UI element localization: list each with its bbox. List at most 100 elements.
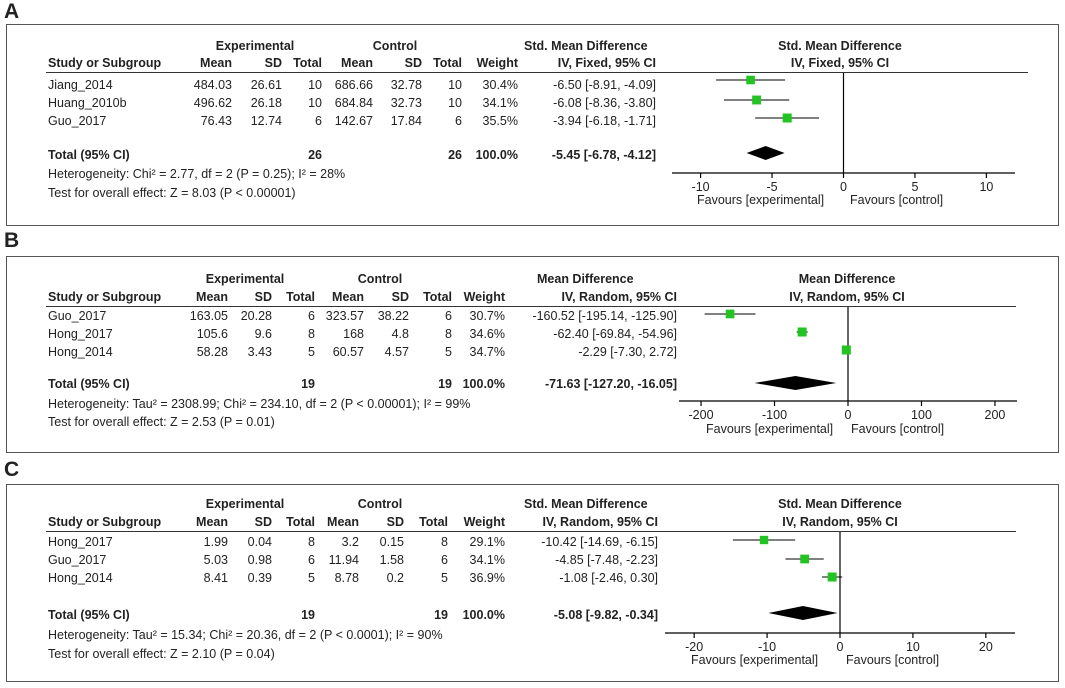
x-tick-label: 10: [906, 640, 920, 654]
col-exp-mean: Mean: [200, 56, 232, 70]
panel-letter-a: A: [4, 0, 20, 23]
col-ctl-sd: SD: [391, 290, 409, 304]
panel-b: [6, 256, 1059, 453]
col-ctl-total: Total: [419, 515, 448, 529]
ctl-total: 5: [441, 571, 448, 585]
exp-sd: 26.61: [250, 78, 282, 92]
heterogeneity-text: Heterogeneity: Tau² = 2308.99; Chi² = 23…: [48, 397, 471, 411]
ci-text: -4.85 [-7.48, -2.23]: [555, 553, 658, 567]
control-header: Control: [372, 39, 418, 53]
study-marker: [725, 309, 735, 319]
exp-total: 6: [308, 553, 315, 567]
total-label: Total (95% CI): [48, 148, 130, 162]
study-marker: [841, 345, 851, 355]
study-marker: [759, 535, 769, 545]
exp-sd: 20.28: [240, 309, 272, 323]
total-exp: 26: [308, 148, 322, 162]
weight: 34.1%: [469, 553, 505, 567]
overall-effect-text: Test for overall effect: Z = 2.53 (P = 0…: [48, 415, 275, 429]
x-tick-label: 0: [837, 640, 844, 654]
col-ctl-total: Total: [433, 56, 462, 70]
x-tick-label: 200: [985, 408, 1006, 422]
panel-a: [6, 24, 1059, 226]
exp-sd: 0.98: [247, 553, 272, 567]
ci-text: -2.29 [-7.30, 2.72]: [578, 345, 677, 359]
ctl-mean: 11.94: [328, 553, 359, 567]
weight: 30.4%: [482, 78, 518, 92]
method-title: Std. Mean Difference: [524, 497, 648, 511]
exp-mean: 76.43: [200, 114, 232, 128]
x-tick-label: -10: [758, 640, 776, 654]
ctl-mean: 8.78: [334, 571, 359, 585]
col-ctl-mean: Mean: [332, 290, 364, 304]
control-header: Control: [357, 272, 403, 286]
ctl-total: 6: [455, 114, 462, 128]
overall-effect-text: Test for overall effect: Z = 8.03 (P < 0…: [48, 186, 296, 200]
panel-letter-c: C: [4, 458, 20, 481]
ctl-mean: 60.57: [332, 345, 364, 359]
plot-title: Mean Difference: [798, 272, 896, 286]
study-name: Guo_2017: [48, 553, 107, 567]
col-exp-total: Total: [286, 515, 315, 529]
total-weight: 100.0%: [475, 148, 518, 162]
ci-text: -160.52 [-195.14, -125.90]: [532, 309, 677, 323]
weight: 34.1%: [482, 96, 518, 110]
ctl-sd: 38.22: [377, 309, 409, 323]
x-tick-label: 100: [911, 408, 932, 422]
col-study: Study or Subgroup: [48, 56, 162, 70]
study-name: Guo_2017: [48, 309, 107, 323]
col-ctl-total: Total: [423, 290, 452, 304]
x-tick-label: 10: [979, 180, 993, 194]
ctl-mean: 3.2: [341, 535, 359, 549]
ctl-total: 5: [445, 345, 452, 359]
weight: 36.9%: [469, 571, 505, 585]
col-ci: IV, Random, 95% CI: [561, 290, 677, 304]
exp-mean: 58.28: [196, 345, 228, 359]
study-marker: [800, 554, 810, 564]
ctl-total: 8: [441, 535, 448, 549]
exp-mean: 484.03: [193, 78, 232, 92]
weight: 29.1%: [469, 535, 505, 549]
exp-total: 8: [308, 327, 315, 341]
exp-total: 8: [308, 535, 315, 549]
study-marker: [782, 113, 792, 123]
ctl-sd: 32.78: [390, 78, 422, 92]
col-ctl-mean: Mean: [327, 515, 359, 529]
ctl-mean: 684.84: [334, 96, 373, 110]
x-tick-label: 0: [840, 180, 847, 194]
col-exp-sd: SD: [254, 290, 272, 304]
favours-left: Favours [experimental]: [706, 422, 834, 436]
study-name: Hong_2017: [48, 535, 113, 549]
plot-subtitle: IV, Fixed, 95% CI: [790, 56, 890, 70]
favours-right: Favours [control]: [850, 193, 944, 207]
method-title: Std. Mean Difference: [524, 39, 648, 53]
exp-total: 5: [308, 571, 315, 585]
panel-letter-b: B: [4, 229, 20, 252]
exp-sd: 0.04: [247, 535, 272, 549]
study-name: Hong_2014: [48, 571, 113, 585]
x-tick-label: -100: [762, 408, 787, 422]
favours-left: Favours [experimental]: [697, 193, 825, 207]
total-ci-text: -71.63 [-127.20, -16.05]: [544, 377, 677, 391]
x-tick-label: -20: [685, 640, 703, 654]
study-name: Huang_2010b: [48, 96, 127, 110]
exp-sd: 26.18: [250, 96, 282, 110]
x-tick-label: -10: [692, 180, 710, 194]
total-ctl: 26: [448, 148, 462, 162]
total-weight: 100.0%: [462, 377, 505, 391]
col-ctl-sd: SD: [386, 515, 404, 529]
ci-text: -3.94 [-6.18, -1.71]: [553, 114, 656, 128]
col-exp-total: Total: [286, 290, 315, 304]
col-study: Study or Subgroup: [48, 290, 162, 304]
total-ci-text: -5.08 [-9.82, -0.34]: [553, 608, 658, 622]
ctl-total: 10: [448, 78, 462, 92]
ctl-sd: 17.84: [390, 114, 422, 128]
study-marker: [797, 327, 807, 337]
col-ctl-sd: SD: [404, 56, 422, 70]
exp-total: 6: [308, 309, 315, 323]
col-exp-sd: SD: [254, 515, 272, 529]
x-tick-label: -200: [689, 408, 714, 422]
col-ctl-mean: Mean: [341, 56, 373, 70]
exp-mean: 5.03: [203, 553, 228, 567]
